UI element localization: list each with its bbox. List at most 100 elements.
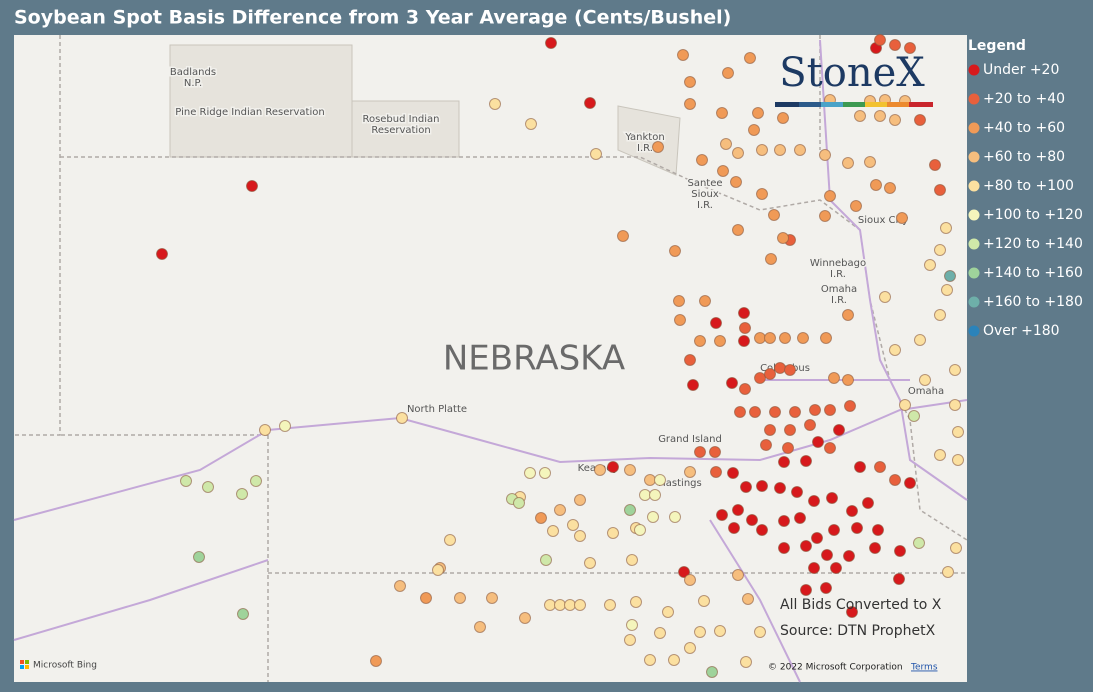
- station-dot: [236, 488, 248, 500]
- station-dot: [714, 625, 726, 637]
- station-dot: [607, 461, 619, 473]
- map-label: I.R.: [637, 143, 653, 154]
- station-dot: [777, 232, 789, 244]
- station-dot: [654, 474, 666, 486]
- station-dot: [808, 562, 820, 574]
- station-dot: [639, 489, 651, 501]
- station-dot: [617, 230, 629, 242]
- station-dot: [914, 114, 926, 126]
- station-dot: [764, 332, 776, 344]
- bing-attribution: Microsoft Bing: [33, 661, 97, 671]
- station-dot: [884, 182, 896, 194]
- station-dot: [432, 564, 444, 576]
- logo-bar: [775, 102, 799, 107]
- map-label: Reservation: [371, 125, 430, 136]
- station-dot: [811, 532, 823, 544]
- station-dot: [732, 504, 744, 516]
- bing-icon: [20, 660, 24, 664]
- reservation-area: [351, 100, 460, 158]
- station-dot: [779, 332, 791, 344]
- logo-bar: [821, 102, 843, 107]
- station-dot: [791, 486, 803, 498]
- map-label: I.R.: [697, 200, 713, 211]
- station-dot: [554, 599, 566, 611]
- station-dot: [739, 383, 751, 395]
- station-dot: [474, 621, 486, 633]
- map-label: Omaha: [908, 386, 944, 397]
- station-dot: [525, 118, 537, 130]
- logo-bar: [909, 102, 933, 107]
- station-dot: [202, 481, 214, 493]
- station-dot: [854, 110, 866, 122]
- legend-label: +20 to +40: [983, 91, 1065, 107]
- station-dot: [870, 179, 882, 191]
- station-dot: [934, 449, 946, 461]
- map-label: Omaha: [821, 284, 857, 295]
- station-dot: [794, 512, 806, 524]
- station-dot: [396, 412, 408, 424]
- station-dot: [662, 606, 674, 618]
- station-dot: [934, 244, 946, 256]
- station-dot: [797, 332, 809, 344]
- legend-swatch: [968, 64, 980, 76]
- station-dot: [624, 504, 636, 516]
- logo-bar: [865, 102, 887, 107]
- station-dot: [699, 295, 711, 307]
- map-label: NEBRASKA: [443, 339, 625, 379]
- station-dot: [768, 209, 780, 221]
- station-dot: [756, 524, 768, 536]
- station-dot: [908, 410, 920, 422]
- station-dot: [842, 157, 854, 169]
- station-dot: [824, 404, 836, 416]
- station-dot: [754, 332, 766, 344]
- station-dot: [684, 642, 696, 654]
- station-dot: [684, 76, 696, 88]
- station-dot: [547, 525, 559, 537]
- station-dot: [694, 446, 706, 458]
- station-dot: [828, 524, 840, 536]
- station-dot: [864, 156, 876, 168]
- station-dot: [489, 98, 501, 110]
- station-dot: [644, 654, 656, 666]
- station-dot: [949, 364, 961, 376]
- bing-icon: [25, 660, 29, 664]
- title: Soybean Spot Basis Difference from 3 Yea…: [14, 7, 731, 29]
- station-dot: [545, 37, 557, 49]
- station-dot: [833, 424, 845, 436]
- station-dot: [524, 467, 536, 479]
- station-dot: [730, 176, 742, 188]
- station-dot: [626, 554, 638, 566]
- station-dot: [250, 475, 262, 487]
- station-dot: [842, 374, 854, 386]
- legend-swatch: [968, 151, 980, 163]
- station-dot: [567, 519, 579, 531]
- station-dot: [784, 364, 796, 376]
- station-dot: [668, 654, 680, 666]
- station-dot: [626, 619, 638, 631]
- station-dot: [764, 424, 776, 436]
- map-label: Rosebud Indian: [362, 114, 439, 125]
- terms-link[interactable]: Terms: [910, 663, 938, 673]
- station-dot: [944, 270, 956, 282]
- station-dot: [754, 372, 766, 384]
- legend-swatch: [968, 209, 980, 221]
- station-dot: [540, 554, 552, 566]
- map-label: I.R.: [831, 295, 847, 306]
- station-dot: [727, 467, 739, 479]
- station-dot: [774, 362, 786, 374]
- station-dot: [716, 509, 728, 521]
- map-label: N.P.: [184, 78, 202, 89]
- station-dot: [782, 442, 794, 454]
- map-label: North Platte: [407, 404, 467, 415]
- station-dot: [687, 379, 699, 391]
- station-dot: [899, 399, 911, 411]
- station-dot: [726, 377, 738, 389]
- legend-label: +80 to +100: [983, 178, 1074, 194]
- station-dot: [647, 511, 659, 523]
- station-dot: [769, 406, 781, 418]
- station-dot: [862, 497, 874, 509]
- station-dot: [720, 138, 732, 150]
- legend-label: Under +20: [983, 62, 1059, 78]
- station-dot: [604, 599, 616, 611]
- station-dot: [734, 406, 746, 418]
